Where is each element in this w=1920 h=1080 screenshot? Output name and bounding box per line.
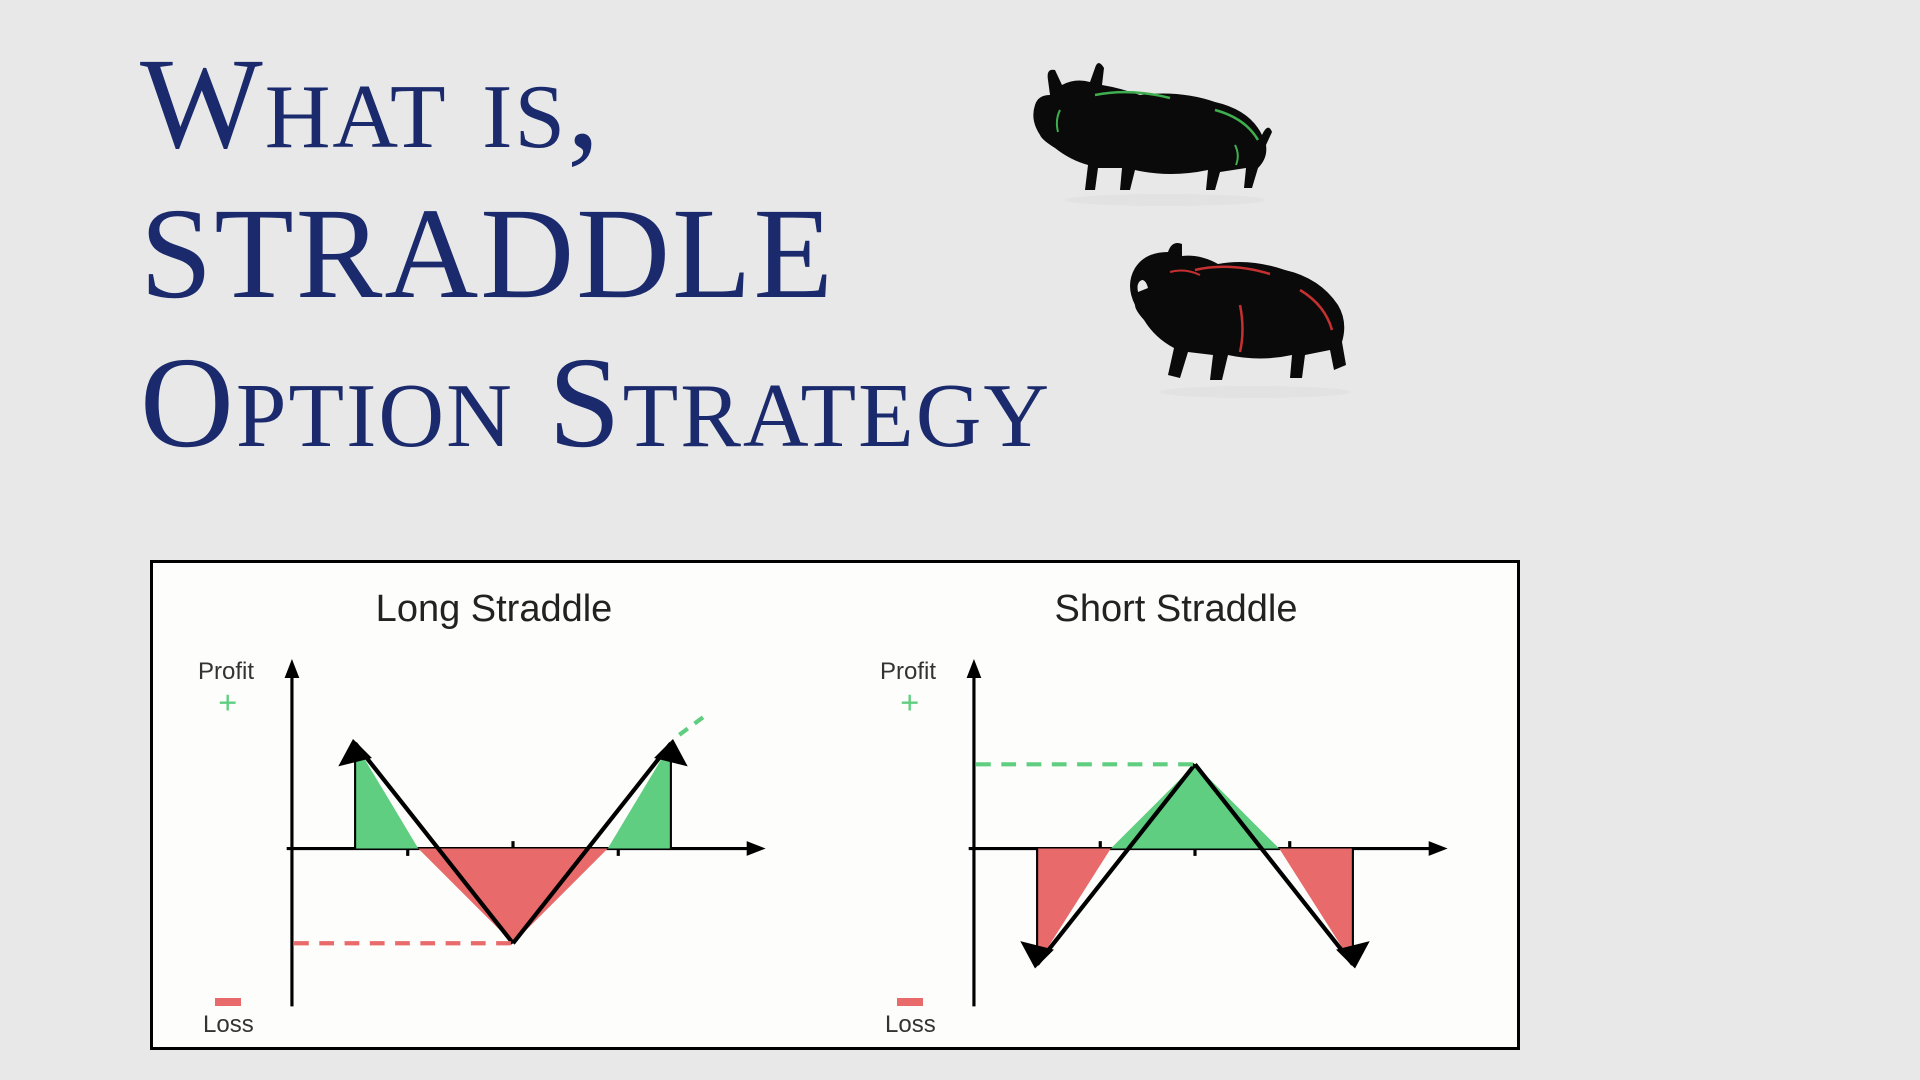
long-straddle-panel: Long Straddle Profit + Loss	[153, 563, 835, 1047]
short-straddle-title: Short Straddle	[1055, 588, 1298, 631]
main-title: What is, STRADDLE Option Strategy	[140, 30, 1051, 479]
title-line-1: What is,	[140, 30, 1051, 180]
bear-icon	[1100, 210, 1380, 415]
short-straddle-chart	[895, 638, 1495, 1038]
title-line-3: Option Strategy	[140, 329, 1051, 479]
long-straddle-title: Long Straddle	[376, 588, 613, 631]
short-straddle-panel: Short Straddle Profit + Loss	[835, 563, 1517, 1047]
long-straddle-chart	[213, 638, 813, 1038]
title-line-2: STRADDLE	[140, 180, 1051, 330]
bull-icon	[1000, 40, 1300, 215]
charts-container: Long Straddle Profit + Loss	[150, 560, 1520, 1050]
